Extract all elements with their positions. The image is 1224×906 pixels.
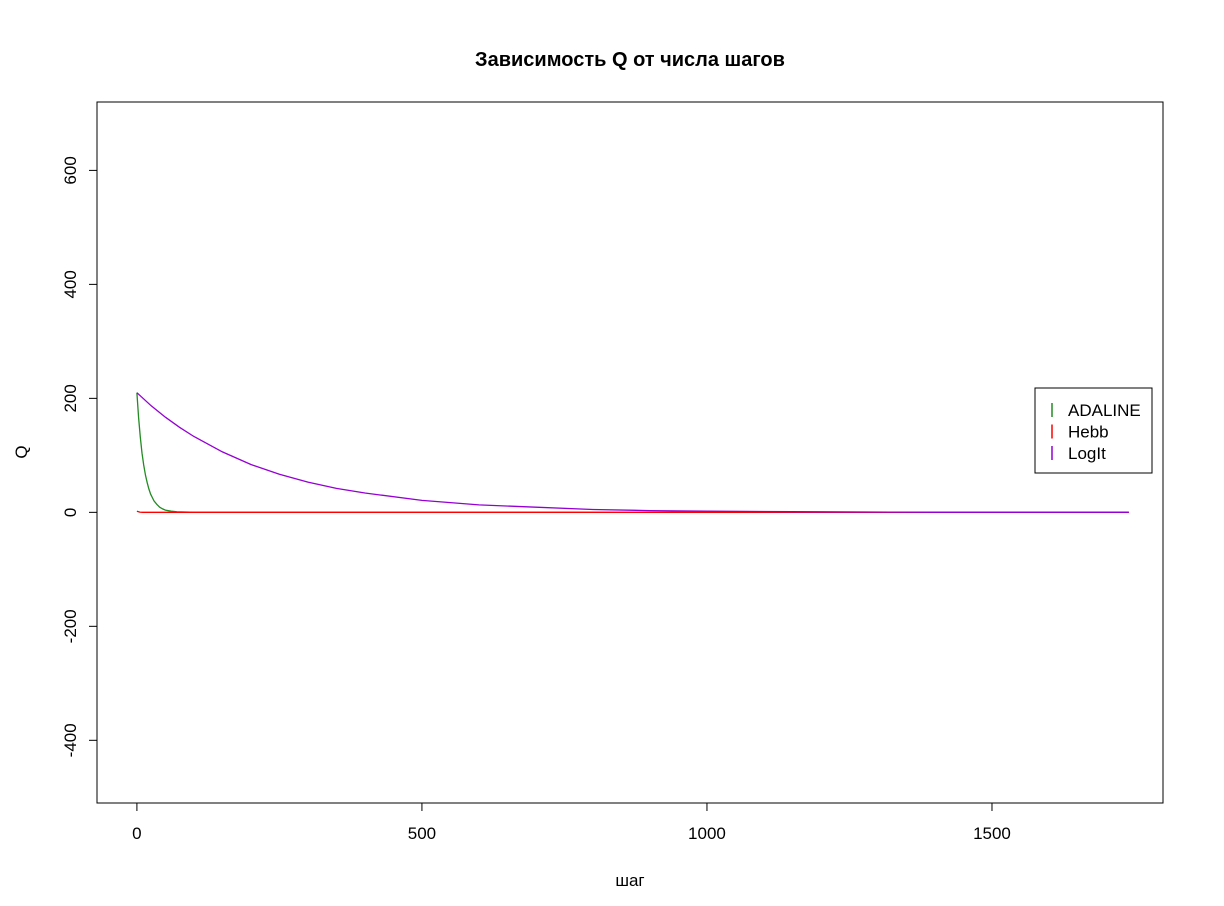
x-tick-label: 500: [408, 824, 436, 843]
series-group: [136, 392, 1129, 513]
legend-label-adaline: ADALINE: [1068, 401, 1141, 420]
series-line-logit: [136, 392, 1129, 513]
x-axis: 0 500 1000 1500: [132, 802, 1011, 843]
y-tick-label: -400: [61, 723, 80, 757]
x-tick-label: 1500: [973, 824, 1011, 843]
y-tick-label: 600: [61, 156, 80, 184]
plot-frame: [96, 101, 1164, 804]
chart-title: Зависимость Q от числа шагов: [475, 49, 785, 71]
x-axis-label: шаг: [615, 871, 644, 890]
y-tick-label: 0: [61, 508, 80, 517]
series-line-adaline: [136, 392, 1129, 513]
legend-label-hebb: Hebb: [1068, 423, 1109, 442]
y-axis: -400 -200 0 200 400 600: [61, 156, 98, 757]
legend: ADALINE Hebb LogIt: [1034, 387, 1153, 474]
y-axis-label: Q: [12, 445, 31, 458]
x-tick-label: 1000: [688, 824, 726, 843]
x-tick-label: 0: [132, 824, 141, 843]
legend-box: [1034, 387, 1153, 474]
y-tick-label: -200: [61, 609, 80, 643]
y-tick-label: 200: [61, 384, 80, 412]
y-tick-label: 400: [61, 270, 80, 298]
legend-label-logit: LogIt: [1068, 444, 1106, 463]
